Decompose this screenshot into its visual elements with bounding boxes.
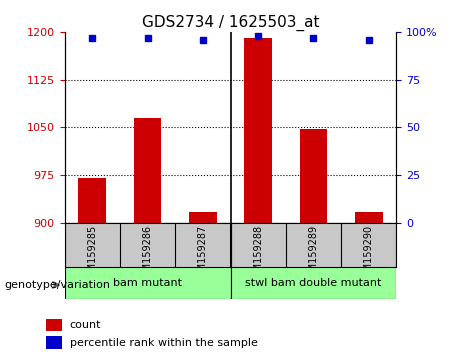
- Title: GDS2734 / 1625503_at: GDS2734 / 1625503_at: [142, 14, 319, 30]
- Bar: [46, 336, 62, 349]
- Bar: [355, 212, 383, 223]
- FancyBboxPatch shape: [65, 267, 230, 299]
- Text: count: count: [70, 320, 101, 330]
- Text: GSM159288: GSM159288: [253, 225, 263, 284]
- Bar: [134, 118, 161, 223]
- Text: GSM159290: GSM159290: [364, 225, 374, 284]
- Text: GSM159287: GSM159287: [198, 225, 208, 285]
- Text: bam mutant: bam mutant: [113, 278, 182, 288]
- Bar: [300, 129, 327, 223]
- Text: GSM159286: GSM159286: [142, 225, 153, 284]
- Bar: [189, 212, 217, 223]
- Bar: [244, 38, 272, 223]
- Text: genotype/variation: genotype/variation: [5, 280, 111, 290]
- Text: stwl bam double mutant: stwl bam double mutant: [245, 278, 382, 288]
- FancyBboxPatch shape: [230, 267, 396, 299]
- Bar: [46, 319, 62, 331]
- Text: GSM159285: GSM159285: [87, 225, 97, 285]
- Bar: [78, 178, 106, 223]
- Text: GSM159289: GSM159289: [308, 225, 319, 284]
- Text: percentile rank within the sample: percentile rank within the sample: [70, 338, 258, 348]
